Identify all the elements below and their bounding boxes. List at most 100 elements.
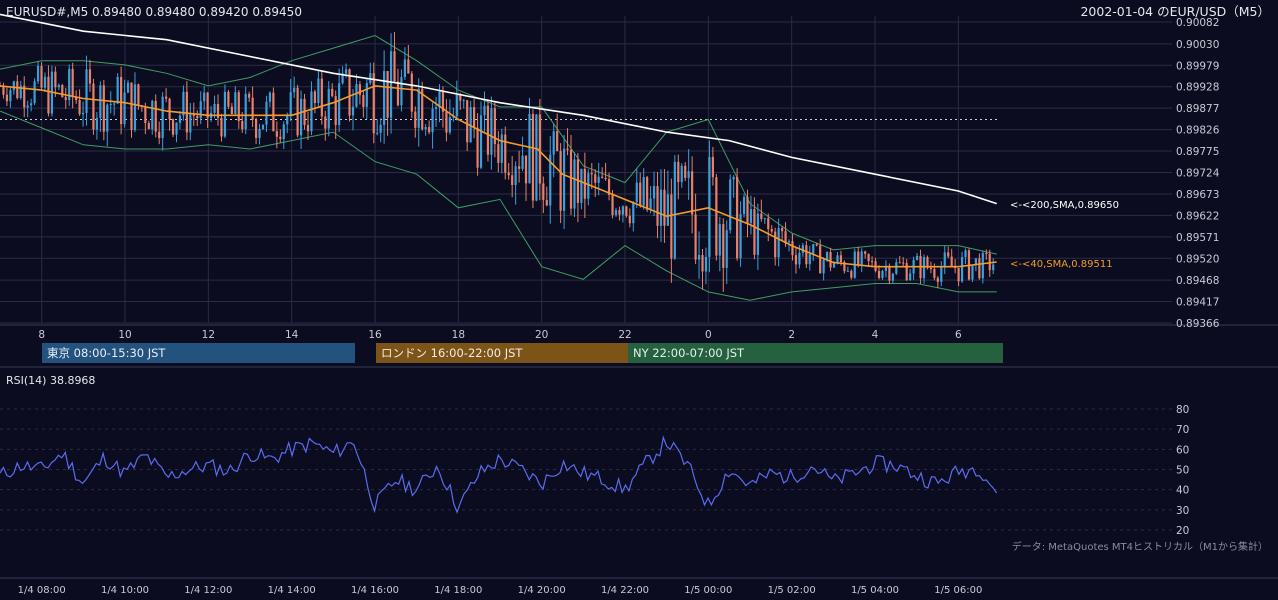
candle-body xyxy=(500,134,503,163)
candle-body xyxy=(825,252,829,260)
price-tick-label: 0.89520 xyxy=(1176,253,1219,265)
candle-body xyxy=(469,107,472,143)
session-tokyo-bar xyxy=(42,343,355,363)
candle-body xyxy=(846,270,849,272)
rsi-grid xyxy=(0,408,1172,531)
candle-body xyxy=(587,173,590,199)
candle-body xyxy=(639,182,642,206)
candle-body xyxy=(438,91,441,108)
candle-body xyxy=(902,262,905,264)
candle-body xyxy=(61,85,64,98)
candle-body xyxy=(230,106,233,114)
price-axis: 0.90082 0.90030 0.89979 0.89928 0.89877 0.898… xyxy=(1176,17,1220,330)
candle-body xyxy=(40,66,43,88)
candle-body xyxy=(926,257,929,268)
candle-body xyxy=(26,105,29,108)
candle-body xyxy=(697,254,701,260)
candle-body xyxy=(843,261,846,272)
rsi-series xyxy=(0,435,998,514)
candle-body xyxy=(479,115,483,168)
candle-body xyxy=(504,134,507,173)
candle-body xyxy=(601,176,604,178)
price-tick-label: 0.89571 xyxy=(1176,232,1219,244)
candle-body xyxy=(254,119,258,138)
candle-body xyxy=(203,92,206,102)
candle-body xyxy=(517,166,521,169)
candle-body xyxy=(628,215,631,224)
price-tick-label: 0.90030 xyxy=(1176,39,1219,51)
candle-body xyxy=(434,107,438,109)
candle-body xyxy=(64,97,67,101)
candle-body xyxy=(978,258,981,279)
candle-body xyxy=(289,92,292,116)
candle-body xyxy=(877,270,881,278)
candle-body xyxy=(604,177,607,180)
candle-body xyxy=(78,100,81,115)
candle-body xyxy=(23,85,26,108)
candle-body xyxy=(393,51,396,82)
candle-body xyxy=(71,68,74,97)
candle-body xyxy=(659,189,663,226)
candle-body xyxy=(531,113,535,201)
candle-body xyxy=(881,270,884,278)
session-ny-label: NY 22:00-07:00 JST xyxy=(633,346,745,360)
candle-body xyxy=(251,97,254,120)
session-ny-bar xyxy=(628,343,1003,363)
time-axis-label: 1/4 08:00 xyxy=(18,585,66,596)
candle-body xyxy=(559,151,562,211)
price-tick-label: 0.89775 xyxy=(1176,146,1219,158)
price-tick-label: 0.89468 xyxy=(1176,275,1219,287)
candle-body xyxy=(794,255,798,265)
candle-body xyxy=(144,106,147,123)
candle-body xyxy=(992,264,995,271)
rsi-tick-label: 60 xyxy=(1176,444,1189,456)
candle-body xyxy=(722,224,725,268)
candle-body xyxy=(417,88,420,128)
candle-body xyxy=(293,87,296,93)
candle-body xyxy=(54,71,57,88)
price-tick-label: 0.89366 xyxy=(1176,318,1220,330)
candle-body xyxy=(151,100,154,130)
candle-body xyxy=(936,277,939,282)
candle-body xyxy=(483,105,486,116)
candle-body xyxy=(594,174,597,183)
candle-body xyxy=(739,214,742,259)
candle-body xyxy=(113,103,116,105)
candle-body xyxy=(5,94,9,102)
candle-body xyxy=(569,150,573,209)
candle-body xyxy=(511,175,514,186)
candle-body xyxy=(344,69,348,74)
candle-body xyxy=(476,127,479,168)
candle-body xyxy=(497,144,500,163)
price-tick-label: 0.89979 xyxy=(1176,60,1219,72)
hour-tick-label: 0 xyxy=(705,329,712,341)
time-axis: 1/4 08:00 1/4 10:00 1/4 12:00 1/4 14:00 1/4 … xyxy=(18,585,983,596)
candle-body xyxy=(192,113,195,116)
rsi-tick-label: 70 xyxy=(1176,424,1189,436)
candle-body xyxy=(749,209,753,223)
price-tick-label: 0.89673 xyxy=(1176,189,1219,201)
candle-body xyxy=(424,127,427,130)
candle-body xyxy=(784,231,787,243)
candle-body xyxy=(403,59,406,78)
candle-body xyxy=(95,117,98,130)
candle-body xyxy=(839,255,843,262)
moving-averages xyxy=(0,13,997,268)
candle-body xyxy=(43,76,47,88)
candle-body xyxy=(227,91,230,107)
candle-body xyxy=(313,91,317,104)
candle-body xyxy=(798,252,801,265)
candle-body xyxy=(9,90,12,102)
candle-body xyxy=(123,92,126,125)
candlestick-series xyxy=(0,32,995,292)
hour-tick-label: 8 xyxy=(38,329,45,341)
candle-body xyxy=(756,213,759,255)
candle-body xyxy=(974,258,978,265)
hour-tick-label: 10 xyxy=(118,329,131,341)
candle-body xyxy=(324,116,327,129)
candle-body xyxy=(857,251,860,266)
candle-body xyxy=(507,172,510,176)
candle-body xyxy=(237,92,240,121)
candle-body xyxy=(459,94,462,101)
